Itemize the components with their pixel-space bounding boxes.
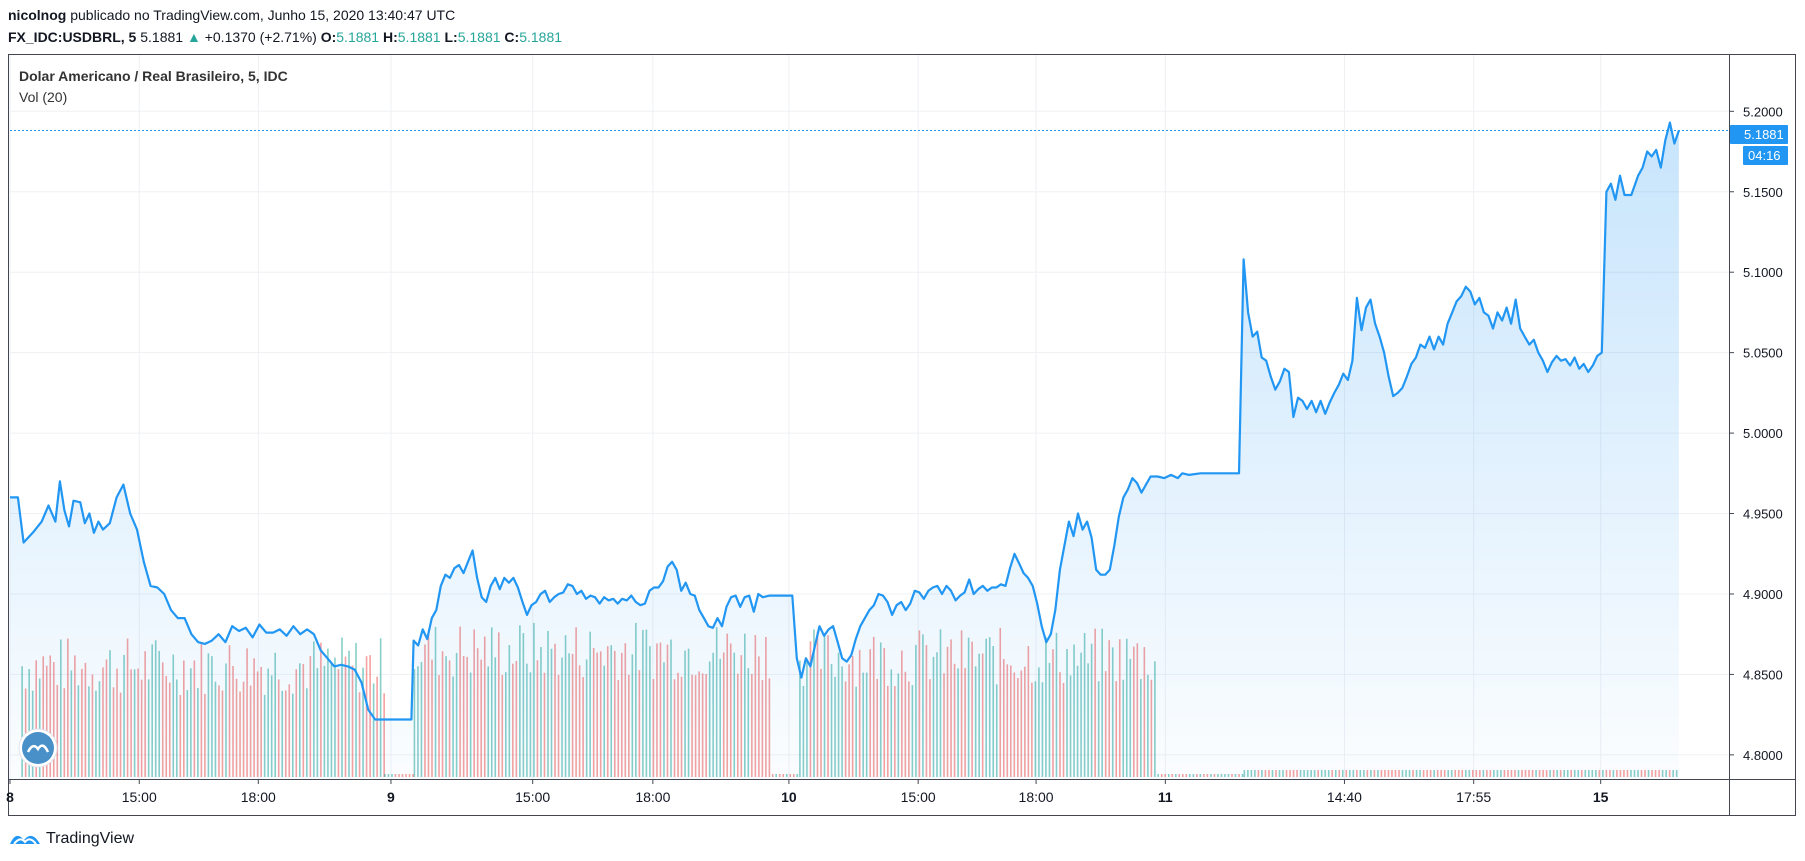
price-line <box>10 121 1680 721</box>
x-tick-label: 11 <box>1158 789 1173 805</box>
price-axis[interactable]: 5.2000 5.1500 5.1000 5.0500 5.0000 4.9500 4.90… <box>1729 104 1783 763</box>
x-tick-label: 18:00 <box>635 789 670 805</box>
volume-legend[interactable]: Vol (20) <box>19 89 68 105</box>
x-tick-label: 8 <box>6 789 14 805</box>
price-badge-text: 5.1881 <box>1744 127 1784 142</box>
tv-watermark-icon <box>18 728 58 768</box>
x-tick-label: 10 <box>781 789 797 805</box>
open-label: O: <box>320 29 337 45</box>
last-price: 5.1881 <box>140 29 184 45</box>
x-tick-label: 18:00 <box>1019 789 1054 805</box>
volume-bar <box>379 638 382 777</box>
time-axis[interactable]: 8 15:00 18:00 9 15:00 18:00 10 15:00 18:00 11 14:4… <box>6 779 1609 805</box>
price-area <box>10 122 1679 780</box>
countdown-text: 04:16 <box>1748 148 1781 163</box>
close-label: C: <box>504 29 520 45</box>
x-tick-label: 18:00 <box>241 789 276 805</box>
chart-frame <box>8 54 1796 816</box>
chart-legend-title: Dolar Americano / Real Brasileiro, 5, ID… <box>19 68 288 84</box>
y-tick-label: 4.8000 <box>1743 748 1783 763</box>
y-tick-label: 5.2000 <box>1743 104 1783 119</box>
close-value: 5.1881 <box>519 29 563 45</box>
x-tick-label: 15 <box>1593 789 1609 805</box>
low-label: L: <box>444 29 458 45</box>
brand-name: TradingView <box>46 830 135 847</box>
y-tick-label: 4.9000 <box>1743 587 1783 602</box>
brand-footer[interactable]: TradingView <box>8 828 134 850</box>
y-tick-label: 4.9500 <box>1743 507 1783 522</box>
x-tick-label: 14:40 <box>1327 789 1362 805</box>
price-badge-box <box>1730 125 1788 144</box>
x-tick-label: 17:55 <box>1456 789 1491 805</box>
y-tick-label: 5.0500 <box>1743 346 1783 361</box>
x-tick-label: 15:00 <box>901 789 936 805</box>
x-tick-label: 15:00 <box>122 789 157 805</box>
x-tick-label: 15:00 <box>515 789 550 805</box>
low-value: 5.1881 <box>457 29 501 45</box>
publish-info: nicolnog publicado no TradingView.com, J… <box>8 7 455 23</box>
y-tick-label: 5.0000 <box>1743 426 1783 441</box>
high-label: H: <box>382 29 398 45</box>
ohlc-bar: FX_IDC:USDBRL, 5 5.1881 ▲ +0.1370 (+2.71… <box>8 29 562 45</box>
price-badge: 5.1881 04:16 <box>1730 125 1788 165</box>
x-tick-label: 9 <box>387 789 395 805</box>
y-tick-label: 5.1500 <box>1743 185 1783 200</box>
symbol-label: FX_IDC:USDBRL, 5 <box>8 29 137 45</box>
y-tick-label: 5.1000 <box>1743 265 1783 280</box>
change-value: +0.1370 (+2.71%) <box>204 29 317 45</box>
publisher-name: nicolnog <box>8 7 67 23</box>
high-value: 5.1881 <box>397 29 441 45</box>
countdown-box <box>1743 146 1788 165</box>
y-tick-label: 4.8500 <box>1743 667 1783 682</box>
published-text: publicado no TradingView.com, Junho 15, … <box>70 7 456 23</box>
tradingview-logo-icon <box>10 835 40 845</box>
up-arrow-icon: ▲ <box>186 29 201 45</box>
open-value: 5.1881 <box>336 29 380 45</box>
